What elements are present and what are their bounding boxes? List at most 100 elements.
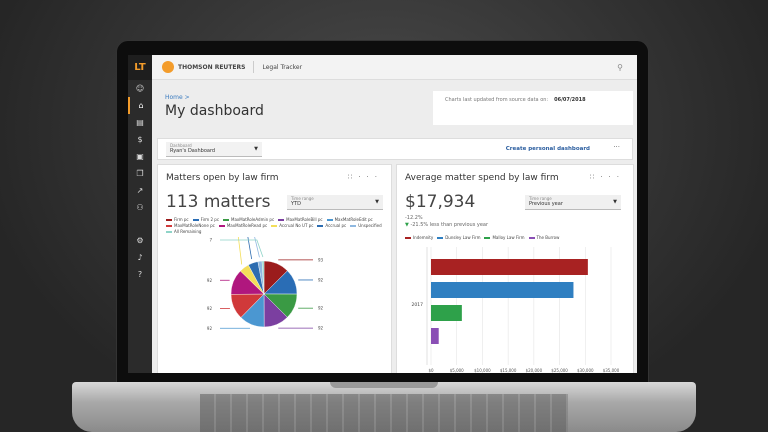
legend-item[interactable]: MaxMatRoleNone pc bbox=[166, 223, 215, 228]
legend-item[interactable]: The Burrow bbox=[528, 235, 560, 240]
legend-item[interactable]: Accrual pc bbox=[317, 223, 346, 228]
x-tick-label: $0 bbox=[428, 368, 434, 373]
down-arrow-icon: ▼ bbox=[405, 222, 411, 228]
legend-item[interactable]: MaxMatRoleRead pc bbox=[218, 223, 267, 228]
time-range-label: Time range bbox=[291, 196, 314, 201]
legend-swatch bbox=[218, 225, 225, 227]
pie-leader-line bbox=[237, 237, 243, 265]
help-icon[interactable]: ? bbox=[137, 270, 143, 279]
expand-icon[interactable]: ∷ bbox=[347, 173, 359, 181]
card-title: Matters open by law firm bbox=[166, 173, 279, 183]
pie-leader-line bbox=[247, 237, 253, 260]
legend-swatch bbox=[278, 219, 285, 221]
legend-item[interactable]: Accrual No UT pc bbox=[271, 223, 313, 228]
bar[interactable] bbox=[431, 282, 574, 298]
legend-swatch bbox=[192, 219, 199, 221]
legend-label: Unspecified bbox=[358, 223, 382, 228]
legend-item[interactable]: All Remaining bbox=[166, 229, 201, 234]
more-icon[interactable]: ··· bbox=[600, 173, 625, 181]
matters-card: Matters open by law firm ∷··· 113 matter… bbox=[157, 164, 392, 373]
more-icon[interactable]: ··· bbox=[358, 173, 383, 181]
legend-swatch bbox=[350, 225, 357, 227]
pie-chart: 939292929292923636157 bbox=[207, 237, 324, 331]
legend-label: Accrual No UT pc bbox=[279, 223, 314, 228]
legend-item[interactable]: MaxMatRoleEdit pc bbox=[326, 217, 373, 222]
people-icon[interactable]: ⚇ bbox=[136, 203, 144, 212]
chart-icon[interactable]: ↗ bbox=[136, 186, 144, 195]
bar[interactable] bbox=[431, 259, 588, 275]
legend-label: MaxMatRoleAdmin pc bbox=[231, 217, 275, 222]
x-tick-label: $35,000 bbox=[603, 368, 620, 373]
legend-item[interactable]: Unspecified bbox=[350, 223, 382, 228]
y-category-label: 2017 bbox=[412, 302, 424, 308]
breadcrumb[interactable]: Home > bbox=[165, 94, 190, 101]
update-date: 06/07/2018 bbox=[554, 97, 586, 103]
pie-data-label: 7 bbox=[209, 238, 212, 243]
legend-item[interactable]: Malloy Law Firm bbox=[484, 235, 525, 240]
app-logo[interactable]: LT bbox=[128, 55, 152, 80]
legend-swatch bbox=[166, 219, 172, 221]
legend-item[interactable]: Firm pc bbox=[166, 217, 189, 222]
bar[interactable] bbox=[431, 328, 439, 344]
divider bbox=[253, 61, 255, 73]
legend-label: MaxMatRoleBill pc bbox=[286, 217, 323, 222]
update-info: Charts last updated from source data on:… bbox=[433, 91, 633, 125]
legend-item[interactable]: Indemnity bbox=[405, 235, 433, 240]
x-tick-label: $20,000 bbox=[526, 368, 543, 373]
legend-label: The Burrow bbox=[536, 235, 560, 240]
legend-swatch bbox=[326, 219, 333, 221]
pie-data-label: 92 bbox=[207, 326, 213, 331]
pie-legend: Firm pc Firm 2 pc MaxMatRoleAdmin pc MaxMat… bbox=[166, 217, 386, 235]
home-icon[interactable]: ⌂ bbox=[128, 97, 152, 114]
copy-icon[interactable]: ❐ bbox=[136, 169, 144, 178]
pie-data-label: 92 bbox=[318, 277, 324, 282]
matters-count: 113 matters bbox=[166, 192, 271, 212]
briefcase-icon[interactable]: ▣ bbox=[136, 152, 144, 161]
x-tick-label: $5,000 bbox=[450, 368, 464, 373]
bell-icon[interactable]: ♪ bbox=[137, 253, 143, 262]
dashboard-select-value: Ryan's Dashboard bbox=[170, 148, 216, 154]
create-dashboard-link[interactable]: Create personal dashboard bbox=[505, 146, 590, 152]
chevron-down-icon: ▼ bbox=[254, 146, 258, 152]
legend-item[interactable]: MaxMatRoleAdmin pc bbox=[223, 217, 274, 222]
expand-icon[interactable]: ∷ bbox=[589, 173, 601, 181]
gear-icon[interactable]: ⚙ bbox=[136, 236, 144, 245]
time-range-value: YTD bbox=[291, 201, 301, 207]
pie-data-label: 93 bbox=[318, 257, 324, 262]
chevron-down-icon: ▼ bbox=[613, 199, 617, 205]
legend-label: MaxMatRoleNone pc bbox=[174, 223, 215, 228]
legend-swatch bbox=[528, 237, 535, 239]
pie-slice[interactable] bbox=[261, 260, 265, 295]
legend-label: Dunsley Law Firm bbox=[445, 235, 481, 240]
legend-item[interactable]: MaxMatRoleBill pc bbox=[278, 217, 323, 222]
more-icon[interactable]: ··· bbox=[613, 143, 620, 151]
time-range-select[interactable]: Time range YTD ▼ bbox=[287, 195, 383, 210]
legend-item[interactable]: Firm 2 pc bbox=[192, 217, 219, 222]
pie-leader-line bbox=[220, 239, 264, 258]
card-title: Average matter spend by law firm bbox=[405, 173, 559, 183]
legend-label: Malloy Law Firm bbox=[492, 235, 525, 240]
comparison-text: -21.5% less than previous year bbox=[410, 222, 489, 228]
page-title: My dashboard bbox=[165, 103, 264, 119]
user-icon[interactable]: ☺ bbox=[135, 84, 145, 93]
pie-data-label: 92 bbox=[318, 326, 324, 331]
legend-item[interactable]: Dunsley Law Firm bbox=[437, 235, 480, 240]
document-icon[interactable]: ▤ bbox=[136, 118, 144, 127]
dashboard-select-label: Dashboard bbox=[170, 143, 192, 148]
time-range-select[interactable]: Time range Previous year ▼ bbox=[525, 195, 621, 210]
search-icon[interactable]: ⚲ bbox=[617, 62, 623, 72]
legend-label: Accrual pc bbox=[325, 223, 347, 228]
time-range-label: Time range bbox=[529, 196, 552, 201]
bar[interactable] bbox=[431, 305, 462, 321]
keyboard bbox=[200, 394, 568, 432]
pie-data-label: 92 bbox=[207, 306, 213, 311]
legend-label: All Remaining bbox=[174, 229, 202, 234]
dollar-icon[interactable]: $ bbox=[137, 135, 143, 144]
sidebar: LT ☺ ⌂ ▤ $ ▣ ❐ ↗ ⚇ ⚙ ♪? bbox=[128, 55, 152, 373]
x-tick-label: $15,000 bbox=[500, 368, 517, 373]
dashboard-select[interactable]: Dashboard Ryan's Dashboard ▼ bbox=[166, 142, 262, 157]
legend-swatch bbox=[484, 237, 491, 239]
screen: LT ☺ ⌂ ▤ $ ▣ ❐ ↗ ⚇ ⚙ ♪? THOMSON REUTERS Legal Tra… bbox=[128, 55, 637, 373]
legend-swatch bbox=[317, 225, 324, 227]
legend-swatch bbox=[166, 231, 172, 233]
